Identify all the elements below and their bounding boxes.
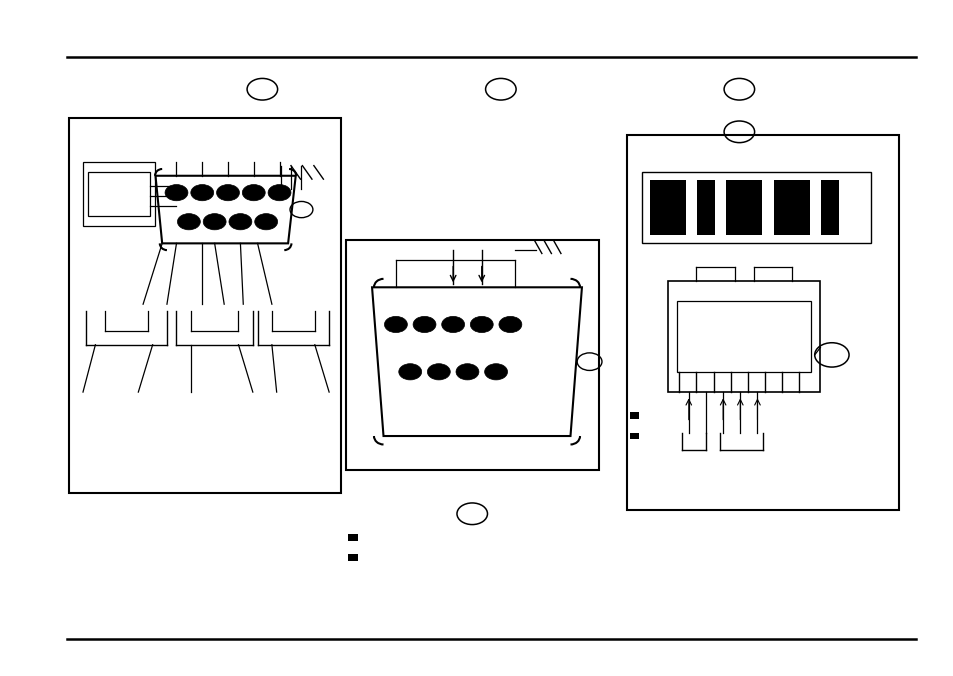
Circle shape xyxy=(177,214,200,230)
Circle shape xyxy=(484,364,507,380)
Bar xyxy=(649,180,685,235)
Bar xyxy=(697,180,714,235)
Circle shape xyxy=(413,316,436,333)
Bar xyxy=(83,162,154,226)
Bar xyxy=(626,135,898,510)
Circle shape xyxy=(203,214,226,230)
Circle shape xyxy=(441,316,464,333)
Circle shape xyxy=(254,214,277,230)
Bar xyxy=(348,554,357,561)
Circle shape xyxy=(216,185,239,201)
Bar xyxy=(629,412,639,419)
Bar xyxy=(667,281,820,392)
Circle shape xyxy=(456,364,478,380)
Circle shape xyxy=(398,364,421,380)
Circle shape xyxy=(165,185,188,201)
Bar xyxy=(69,118,340,493)
Bar xyxy=(773,180,809,235)
Circle shape xyxy=(498,316,521,333)
Circle shape xyxy=(242,185,265,201)
Circle shape xyxy=(384,316,407,333)
Bar xyxy=(821,180,838,235)
Bar xyxy=(629,433,639,439)
Bar xyxy=(677,301,810,372)
Bar xyxy=(348,534,357,541)
Circle shape xyxy=(191,185,213,201)
Bar xyxy=(725,180,761,235)
Circle shape xyxy=(470,316,493,333)
Circle shape xyxy=(268,185,291,201)
Bar xyxy=(346,240,598,470)
Circle shape xyxy=(229,214,252,230)
Bar xyxy=(641,172,870,243)
Bar xyxy=(88,172,150,216)
Circle shape xyxy=(427,364,450,380)
